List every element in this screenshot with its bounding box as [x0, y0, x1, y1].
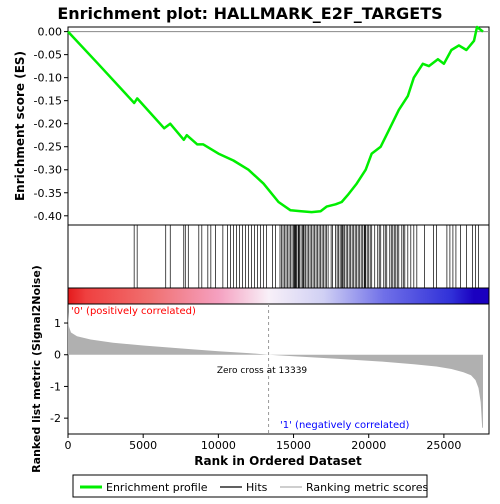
- zero-cross-label: Zero cross at 13339: [217, 366, 308, 376]
- metric-y-tick-label: -2: [50, 412, 61, 425]
- metric-y-tick-label: 1: [54, 317, 61, 330]
- x-tick-label: 10000: [201, 439, 236, 452]
- metric-y-axis: 1 0 -1 -2: [50, 317, 68, 425]
- es-axis-title: Enrichment score (ES): [13, 51, 27, 201]
- metric-y-tick-label: -1: [50, 380, 61, 393]
- es-y-axis: 0.00 -0.05 -0.10 -0.15 -0.20 -0.25 -0.30 -0.35 -…: [34, 26, 68, 223]
- metric-axis-title: Ranked list metric (Signal2Noise): [30, 265, 43, 473]
- negative-correlation-label: '1' (negatively correlated): [280, 420, 409, 431]
- hits-series: [133, 225, 479, 288]
- x-tick-label: 0: [65, 439, 72, 452]
- chart-title: Enrichment plot: HALLMARK_E2F_TARGETS: [57, 4, 442, 23]
- x-axis-title: Rank in Ordered Dataset: [194, 454, 362, 468]
- metric-y-tick-label: 0: [54, 349, 61, 362]
- es-y-tick-label: -0.25: [34, 141, 62, 154]
- positive-correlation-label: '0' (positively correlated): [71, 306, 196, 317]
- x-tick-label: 15000: [276, 439, 311, 452]
- legend-label: Ranking metric scores: [306, 481, 428, 494]
- rank-gradient-bar: [67, 287, 490, 305]
- legend-label: Hits: [246, 481, 268, 494]
- enrichment-profile-series: [67, 25, 484, 214]
- es-y-tick-label: -0.10: [34, 72, 62, 85]
- es-y-tick-label: -0.15: [34, 95, 62, 108]
- es-y-tick-label: -0.40: [34, 210, 62, 223]
- legend-box: [72, 474, 428, 498]
- es-y-tick-label: -0.05: [34, 49, 62, 62]
- es-panel-frame: [67, 26, 490, 226]
- x-tick-label: 20000: [351, 439, 386, 452]
- es-y-tick-label: 0.00: [38, 26, 63, 39]
- es-y-tick-label: -0.20: [34, 118, 62, 131]
- metric-panel-frame: [67, 303, 490, 435]
- es-y-tick-label: -0.30: [34, 164, 62, 177]
- x-tick-label: 25000: [426, 439, 461, 452]
- enrichment-profile-line: [67, 25, 484, 214]
- hits-panel-frame: [67, 224, 490, 289]
- legend-label: Enrichment profile: [106, 481, 208, 494]
- x-tick-label: 5000: [129, 439, 157, 452]
- x-axis: 0 5000 10000 15000 20000 25000: [65, 434, 461, 452]
- legend: Enrichment profile Hits Ranking metric sco…: [80, 481, 428, 494]
- es-y-tick-label: -0.35: [34, 187, 62, 200]
